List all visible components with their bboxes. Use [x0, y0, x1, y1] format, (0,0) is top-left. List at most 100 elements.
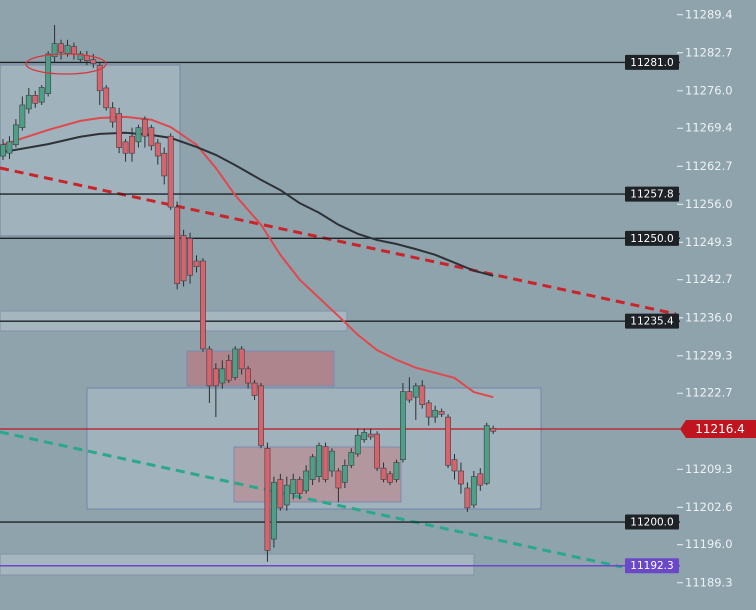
- candle-body: [438, 411, 445, 415]
- level-label-box: [625, 558, 679, 574]
- candle-body: [19, 104, 26, 128]
- candle-body: [477, 473, 484, 486]
- candle-body: [103, 87, 110, 109]
- candle-body: [432, 409, 439, 418]
- y-tick-label: 11269.4: [685, 121, 733, 135]
- candle-body: [90, 59, 97, 64]
- candle-body: [154, 142, 161, 157]
- candle-body: [419, 385, 426, 405]
- candle-body: [490, 428, 497, 432]
- candle-body: [116, 113, 122, 148]
- level-label: 11257.8: [630, 189, 673, 201]
- level-label: 11235.4: [630, 316, 674, 328]
- candle-body: [13, 124, 19, 145]
- candle-body: [32, 95, 39, 104]
- candle-body: [51, 43, 58, 58]
- level-label-box: [625, 186, 679, 202]
- candle-body: [129, 135, 135, 154]
- candle-body: [122, 141, 129, 154]
- candle-body: [148, 127, 155, 147]
- candle-body: [135, 127, 142, 143]
- candle-body: [393, 462, 400, 480]
- candle-body: [25, 95, 32, 110]
- y-tick-label: 11189.3: [685, 575, 733, 589]
- candle-body: [161, 152, 168, 177]
- candle-body: [283, 484, 290, 506]
- candle-body: [309, 456, 316, 480]
- trend-line: [0, 430, 623, 569]
- y-tick-label: 11196.0: [685, 537, 733, 551]
- candle-body: [367, 433, 374, 438]
- candle-body: [200, 260, 206, 350]
- levels: [0, 61, 680, 567]
- candle-body: [109, 107, 116, 123]
- candle-body: [380, 467, 387, 480]
- y-tick-label: 11209.3: [685, 462, 733, 476]
- candle-body: [167, 135, 174, 208]
- candle-body: [412, 385, 419, 398]
- candle-body: [0, 144, 6, 157]
- y-tick-label: 11262.7: [685, 159, 733, 173]
- y-tick-label: 11289.4: [685, 7, 733, 21]
- candle-body: [180, 235, 187, 282]
- candle-body: [270, 482, 277, 540]
- candle-body: [445, 416, 451, 466]
- candle-body: [212, 368, 219, 387]
- level-label: 11192.3: [630, 560, 673, 572]
- y-tick-label: 11236.0: [685, 310, 733, 324]
- level-label-box: [625, 230, 679, 246]
- candle-body: [341, 465, 348, 483]
- candle-body: [458, 470, 464, 485]
- candle-body: [303, 470, 310, 492]
- candle-body: [77, 53, 84, 60]
- candle-body: [225, 360, 232, 381]
- y-tick-label: 11249.3: [685, 235, 733, 249]
- level-label: 11200.0: [630, 517, 673, 529]
- candle-body: [406, 391, 413, 401]
- candle-body: [374, 433, 380, 469]
- y-tick-label: 11229.3: [685, 348, 733, 362]
- last-price-label: 11216.4: [695, 422, 745, 436]
- level-label-box: [625, 54, 679, 70]
- candle-body: [38, 87, 45, 103]
- candle-body: [174, 206, 181, 285]
- candle-body: [296, 479, 303, 494]
- y-tick-label: 11242.7: [685, 272, 733, 286]
- candle-body: [316, 445, 322, 477]
- candle-body: [187, 238, 193, 276]
- candle-body: [258, 385, 264, 446]
- candle-body: [96, 64, 103, 92]
- candle-body: [238, 348, 245, 370]
- candle-body: [322, 446, 329, 480]
- candle-body: [470, 476, 477, 506]
- y-tick-label: 11276.0: [685, 83, 733, 97]
- candle-body: [464, 487, 471, 509]
- candle-body: [277, 479, 284, 509]
- zone: [0, 553, 475, 576]
- candle-body: [64, 45, 71, 54]
- candle-body: [329, 450, 335, 472]
- level-label: 11250.0: [630, 233, 673, 245]
- candle-body: [245, 368, 251, 384]
- candle-body: [58, 43, 64, 53]
- candle-body: [361, 432, 368, 441]
- highlight-ellipse: [25, 53, 107, 75]
- candle-body: [425, 402, 432, 418]
- last-price-box: [680, 419, 756, 438]
- trend-line: [0, 166, 677, 316]
- zone: [0, 64, 181, 237]
- candle-body: [6, 141, 13, 154]
- candle-body: [290, 479, 297, 494]
- y-tick-label: 11282.7: [685, 45, 733, 59]
- zones: [0, 64, 542, 576]
- candle-body: [232, 348, 239, 378]
- price-axis: 11289.4 11282.7 11276.0 11269.4 11262.7 11256…: [625, 7, 756, 589]
- candle-body: [264, 447, 271, 551]
- candle-body: [193, 260, 200, 267]
- candle-body: [142, 118, 148, 137]
- y-tick-label: 11222.7: [685, 386, 733, 400]
- level-label: 11281.0: [630, 57, 673, 69]
- plot: [0, 24, 497, 562]
